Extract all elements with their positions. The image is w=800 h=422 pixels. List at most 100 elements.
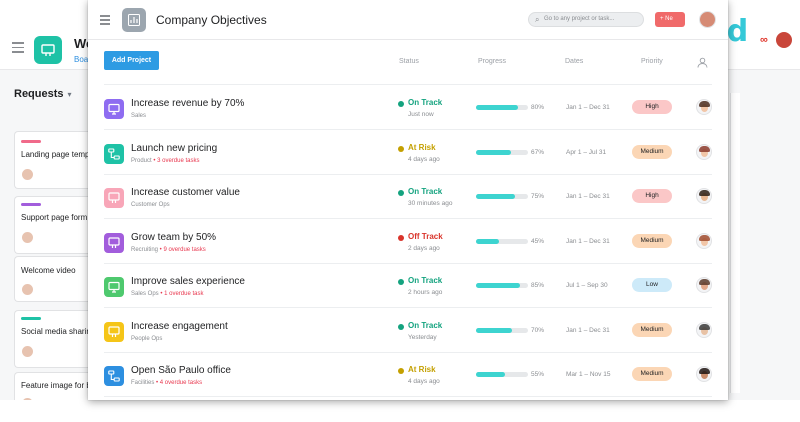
team-name: Product [131,157,152,164]
team-name: Sales [131,113,147,119]
progress-fill [476,149,511,155]
progress-bar [476,105,528,110]
search-input[interactable]: ⌕ Go to any project or task... [528,12,644,27]
progress-fill [476,105,518,110]
monitor-icon [104,277,124,297]
priority-badge[interactable]: Medium [632,233,672,248]
overdue-count[interactable]: 4 overdue tasks [159,380,203,386]
status-updated-time: 4 days ago [408,155,440,163]
status-label[interactable]: On Track [408,187,443,196]
table-row[interactable]: Launch new pricing Product • 3 overdue ta… [104,131,712,175]
tab-board[interactable]: Boar [74,55,91,64]
column-header-priority[interactable]: Priority [641,58,663,65]
overdue-count[interactable]: 1 overdue task [164,291,204,297]
priority-badge[interactable]: Medium [632,144,672,159]
table-row[interactable]: Increase engagement People Ops On Track Yes… [104,309,712,353]
project-meta: Sales Ops • 1 overdue task [131,291,203,297]
board-card[interactable]: Welcome video [14,256,88,302]
project-name[interactable]: Increase engagement [131,320,228,332]
progress-bar [476,327,528,333]
status-updated-time: Just now [408,111,434,118]
date-range[interactable]: Mar 1 – Nov 15 [566,371,611,378]
priority-badge[interactable]: Low [632,278,672,292]
table-row[interactable]: Improve sales experience Sales Ops • 1 ov… [104,264,712,308]
overdue-count[interactable]: 9 overdue tasks [163,246,206,253]
project-icon [34,36,62,64]
column-header-status[interactable]: Status [399,58,419,65]
project-name[interactable]: Grow team by 50% [131,231,217,243]
avatar[interactable] [776,32,792,48]
status-label[interactable]: At Risk [408,365,436,374]
avatar[interactable] [696,321,712,338]
project-name[interactable]: Increase customer value [131,187,240,198]
status-label[interactable]: At Risk [408,142,436,152]
card-tag [21,317,41,320]
priority-badge[interactable]: Medium [632,322,672,337]
window-topbar: Company Objectives ⌕ Go to any project o… [88,0,728,40]
table-row[interactable]: Increase customer value Customer Ops On Tr… [104,175,712,219]
progress-percent: 55% [531,371,545,378]
table-row[interactable]: Increase revenue by 70% Sales On Track Just… [104,86,712,130]
date-range[interactable]: Apr 1 – Jul 31 [566,148,607,156]
person-icon[interactable] [697,55,708,68]
progress-percent: 75% [531,193,545,200]
header-divider [104,84,712,85]
progress-bar [476,283,528,288]
project-name[interactable]: Launch new pricing [131,142,218,154]
column-header-dates[interactable]: Dates [565,58,584,65]
section-title[interactable]: Requests ▾ [14,88,72,100]
avatar [21,231,34,244]
page-bottom [0,400,800,422]
new-button[interactable]: + Ne [655,12,685,27]
project-meta: Facilities • 4 overdue tasks [131,380,202,386]
project-name[interactable]: Open São Paulo office [131,365,231,376]
flow-icon [104,366,124,386]
overdue-count[interactable]: 3 overdue tasks [157,157,200,164]
priority-badge[interactable]: High [632,100,672,114]
priority-badge[interactable]: High [632,189,672,203]
avatar[interactable] [696,277,712,293]
date-range[interactable]: Jan 1 – Dec 31 [566,326,610,334]
avatar[interactable] [696,366,712,382]
search-placeholder: Go to any project or task... [544,16,615,22]
table-row[interactable]: Grow team by 50% Recruiting • 9 overdue t… [104,220,712,264]
date-range[interactable]: Jan 1 – Dec 31 [566,104,610,111]
date-range[interactable]: Jan 1 – Dec 31 [566,237,610,245]
team-name: Sales Ops [131,291,159,297]
board-card[interactable]: Social media sharin [14,310,91,368]
menu-icon[interactable] [12,42,24,53]
status-updated-time: Yesterday [408,333,437,341]
column-header-progress[interactable]: Progress [478,58,507,65]
status-dot [398,234,404,241]
add-project-button[interactable]: Add Project [104,51,159,70]
priority-badge[interactable]: Medium [632,367,672,381]
status-label[interactable]: On Track [408,276,443,285]
avatar [21,168,34,181]
chevron-down-icon: ▾ [67,90,72,99]
project-name[interactable]: Improve sales experience [131,276,245,287]
menu-icon[interactable] [100,15,110,27]
date-range[interactable]: Jan 1 – Dec 31 [566,193,610,200]
progress-percent: 80% [531,104,545,111]
avatar[interactable] [696,188,712,204]
card-title: Support page form [21,213,88,222]
progress-bar [476,372,528,377]
table-row[interactable]: Open São Paulo office Facilities • 4 over… [104,353,712,397]
board-card[interactable]: Landing page temp [14,131,90,189]
avatar[interactable] [699,11,716,28]
status-label[interactable]: On Track [408,98,443,107]
board-card[interactable]: Support page form [14,196,88,254]
overdue-separator: • [154,380,160,386]
status-label[interactable]: On Track [408,320,443,330]
overdue-separator: • [158,246,164,253]
status-dot [398,101,404,107]
avatar[interactable] [696,99,712,115]
project-meta: Recruiting • 9 overdue tasks [131,247,206,253]
date-range[interactable]: Jul 1 – Sep 30 [566,282,608,289]
status-label[interactable]: Off Track [408,231,443,241]
project-meta: Customer Ops [131,202,170,208]
project-name[interactable]: Increase revenue by 70% [131,98,245,109]
progress-fill [476,283,521,288]
avatar[interactable] [696,143,712,160]
avatar[interactable] [696,232,712,249]
